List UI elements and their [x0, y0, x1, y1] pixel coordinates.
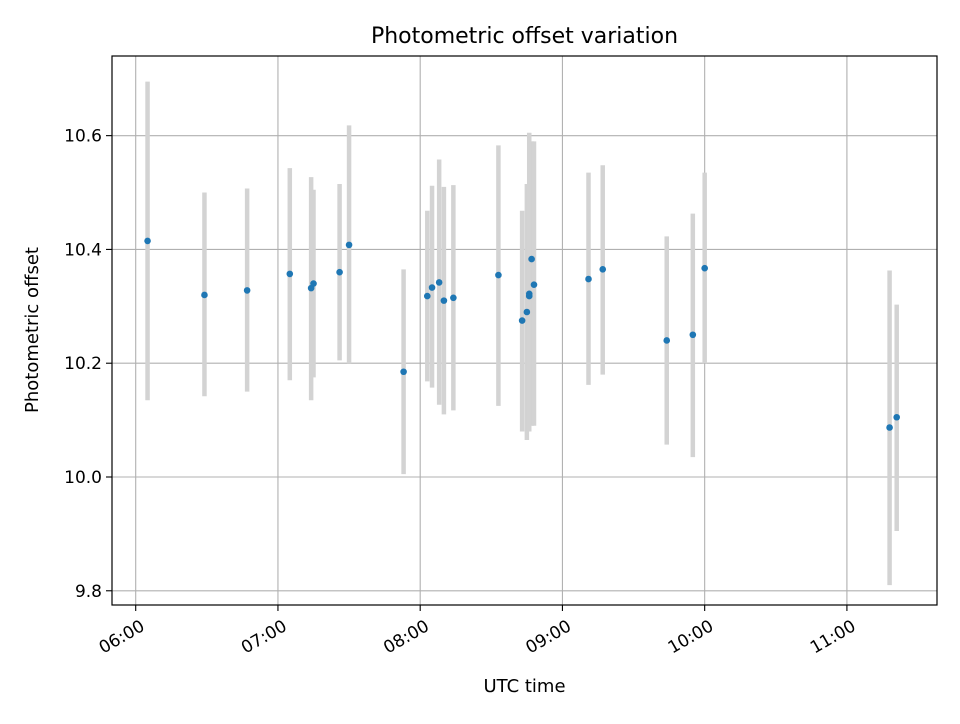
x-tick-label: 06:00 [96, 616, 148, 658]
data-point [144, 237, 151, 245]
data-point [400, 368, 407, 376]
y-tick-label: 10.6 [64, 127, 102, 147]
y-axis-label: Photometric offset [22, 247, 43, 413]
data-point [599, 266, 607, 273]
data-point [310, 280, 317, 287]
data-point [701, 264, 708, 272]
data-point [428, 284, 436, 291]
data-point [424, 292, 431, 300]
tick-layer: 06:00 07:00 08:00 09:00 10:00 11:00 9.8 10.0 10.… [64, 127, 859, 659]
x-tick-label: 09:00 [522, 616, 574, 658]
data-point [450, 294, 457, 302]
data-point [528, 255, 535, 263]
data-point [495, 271, 502, 279]
data-point [518, 317, 526, 324]
x-tick-label: 07:00 [238, 616, 290, 658]
data-point [893, 413, 900, 421]
chart-title: Photometric offset variation [371, 24, 678, 49]
data-point [336, 268, 343, 276]
plot-frame [111, 55, 938, 606]
data-point [689, 331, 697, 339]
data-point [886, 424, 893, 431]
data-point [345, 241, 353, 249]
data-point [663, 337, 671, 344]
data-point [530, 281, 538, 289]
data-point [243, 287, 251, 294]
data-point [525, 292, 533, 300]
grid-layer [112, 56, 937, 605]
y-tick-label: 10.2 [64, 354, 102, 374]
data-point [585, 275, 592, 283]
x-tick-label: 08:00 [380, 616, 432, 658]
data-point [440, 297, 448, 304]
data-point [523, 308, 531, 316]
x-axis-label: UTC time [483, 676, 565, 697]
y-tick-label: 10.4 [64, 240, 102, 260]
data-point [435, 279, 443, 286]
data-point [286, 270, 294, 278]
y-tick-label: 9.8 [75, 582, 102, 602]
x-tick-label: 11:00 [807, 616, 859, 658]
point-layer [144, 237, 900, 431]
x-tick-label: 10:00 [665, 616, 717, 658]
errorbar-layer [145, 81, 899, 586]
data-point [201, 291, 208, 299]
y-tick-label: 10.0 [64, 468, 102, 488]
